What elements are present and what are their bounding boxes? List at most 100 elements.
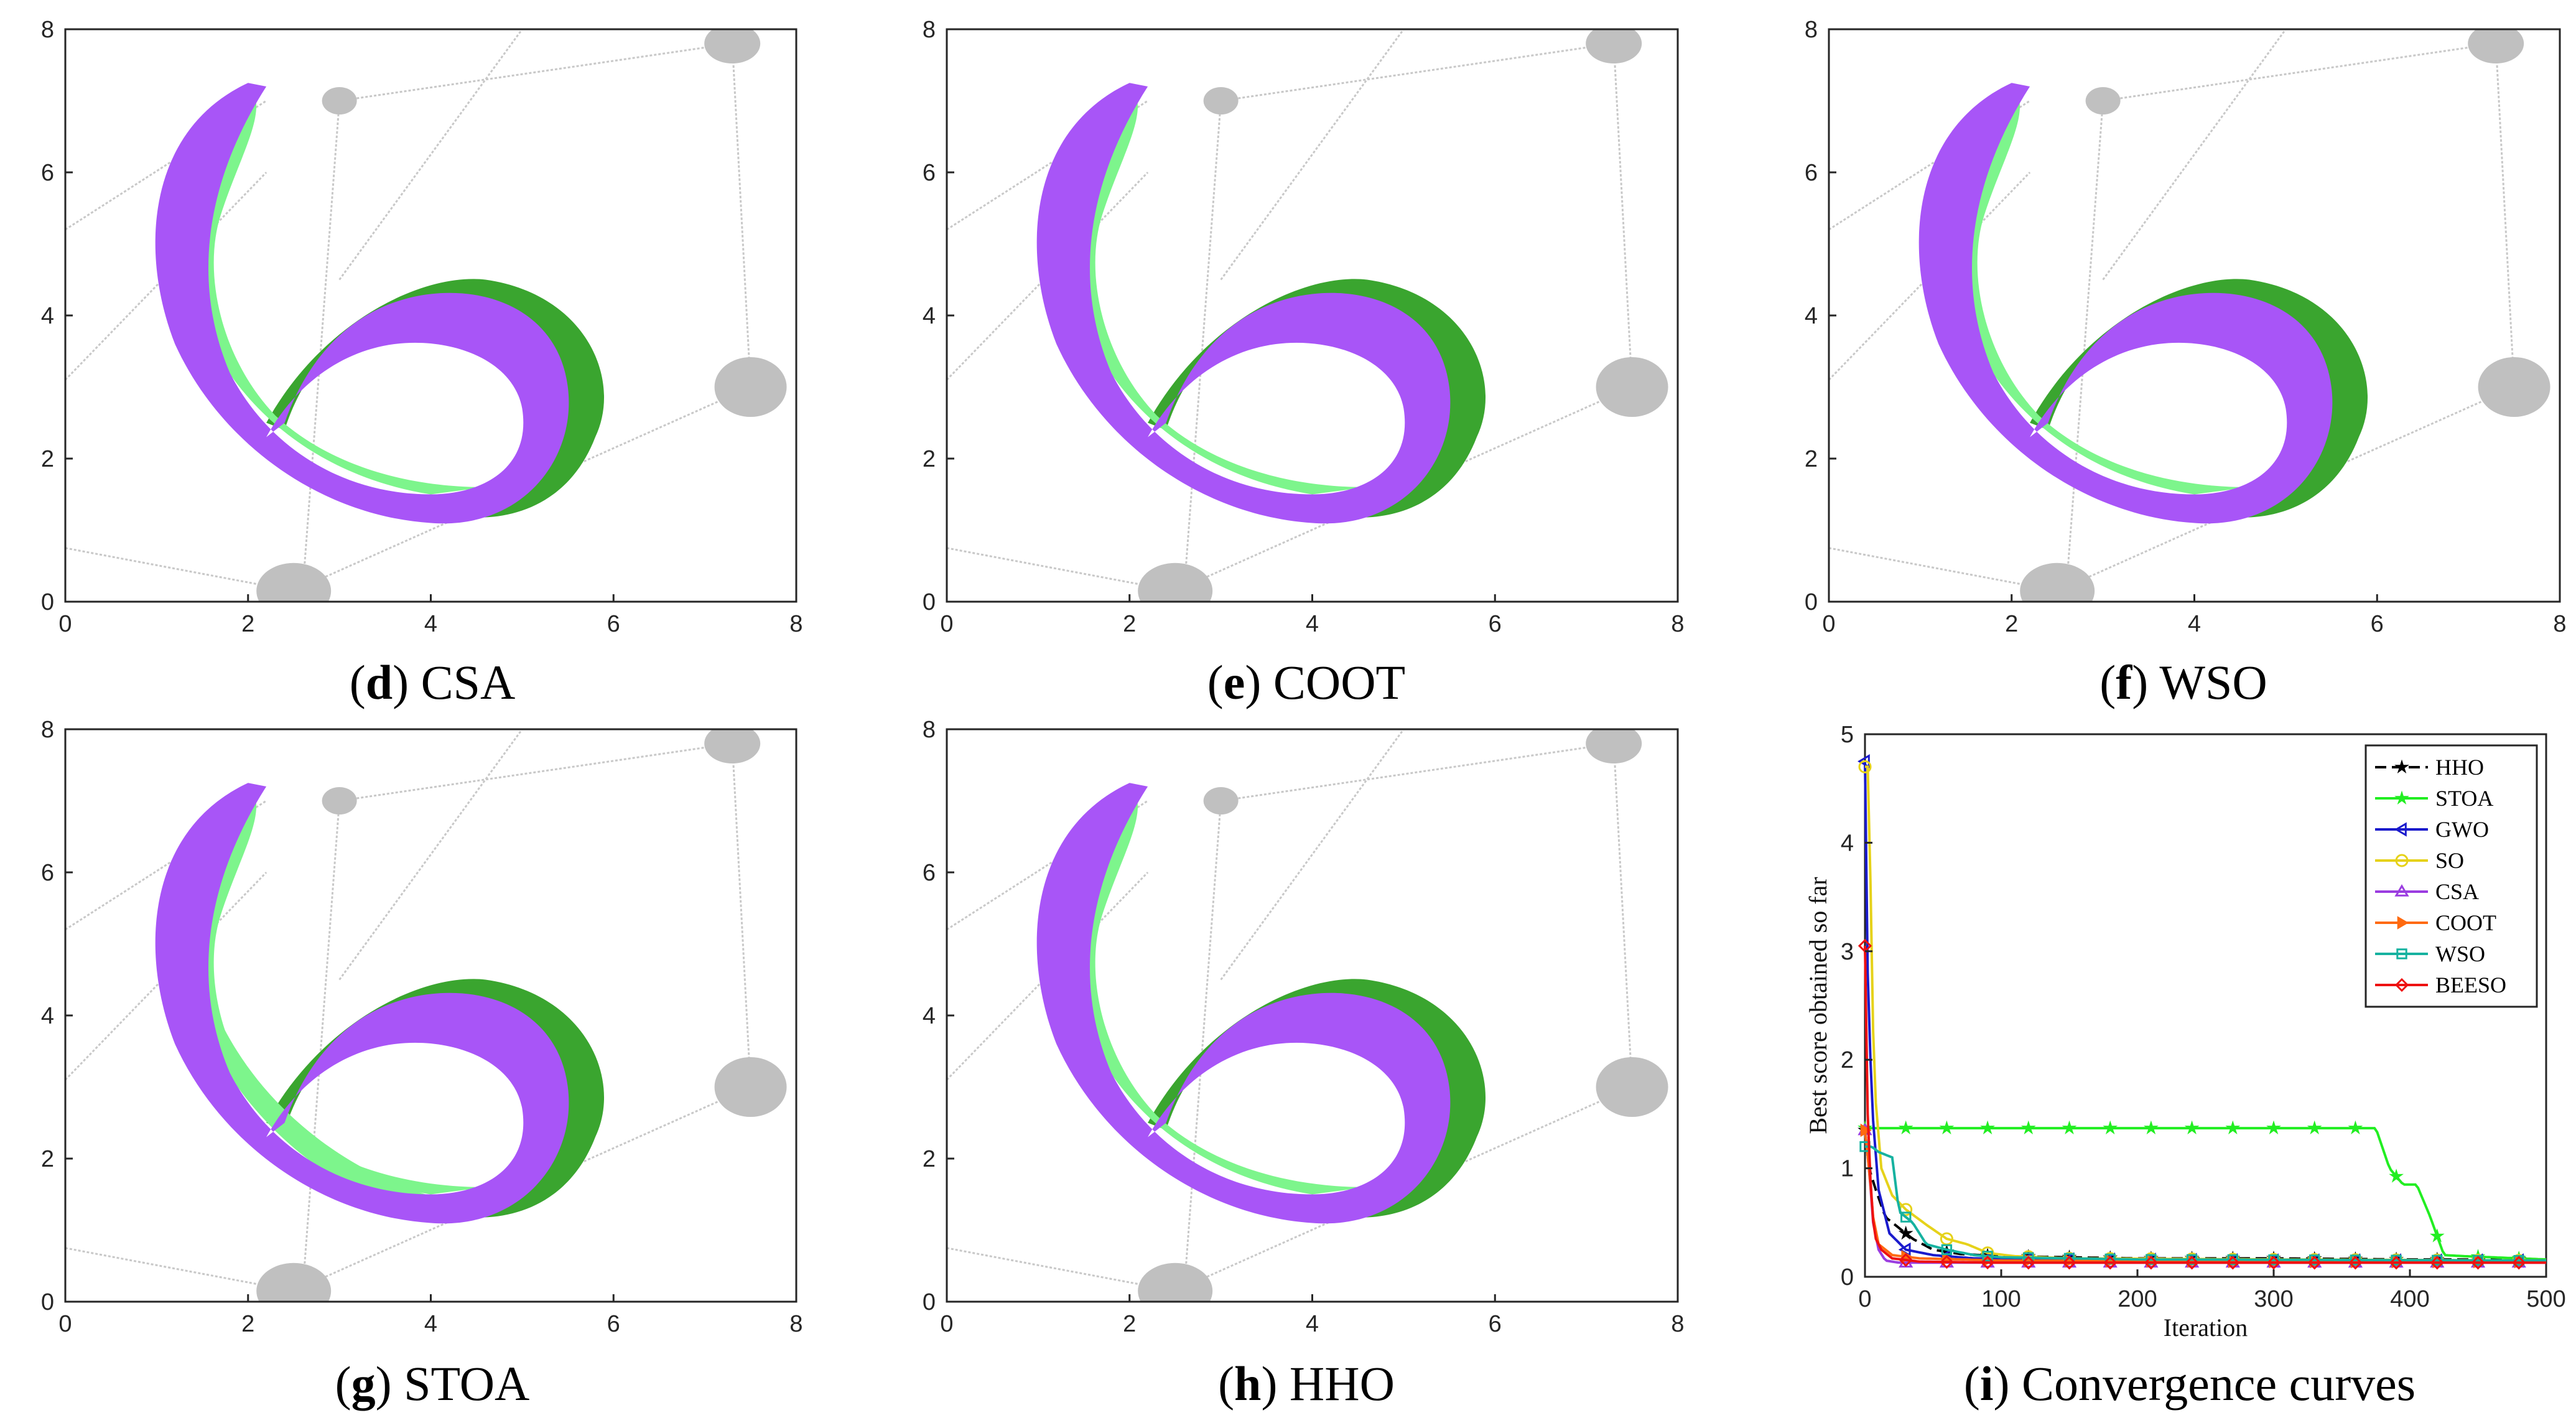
- link-line: [2103, 42, 2496, 102]
- marker-star: [2103, 1120, 2118, 1135]
- y-tick-label: 2: [1841, 1047, 1854, 1073]
- marker-diamond: [1980, 1255, 1995, 1270]
- link-line: [338, 729, 523, 981]
- link-line: [339, 742, 733, 802]
- legend-label: SO: [2435, 848, 2464, 873]
- obstacle: [322, 87, 357, 114]
- legend-entry-GWO: GWO: [2375, 817, 2489, 842]
- link-line: [1220, 729, 1405, 981]
- x-tick-label: 2: [1123, 611, 1136, 637]
- marker-square: [2396, 948, 2407, 959]
- obstacle: [1596, 1057, 1668, 1117]
- plot-area: [947, 29, 1668, 602]
- x-tick-label: 8: [789, 611, 802, 637]
- x-tick-label: 0: [940, 1311, 953, 1337]
- caption-h: (h) HHO: [1218, 1356, 1395, 1411]
- link-line: [339, 42, 733, 102]
- marker-star: [2062, 1120, 2077, 1135]
- marker-diamond: [2512, 1256, 2526, 1270]
- optimized-path: [1036, 783, 1451, 1224]
- x-axis-label: Iteration: [2164, 1314, 2248, 1342]
- marker-square: [1982, 1251, 1993, 1262]
- marker-square: [2309, 1254, 2320, 1266]
- marker-diamond: [2471, 1256, 2485, 1270]
- legend-entry-COOT: COOT: [2375, 910, 2496, 935]
- panel-h: 0 2 4 6 8 0 2 4 6 8: [923, 717, 1685, 1337]
- y-tick-label: 4: [923, 303, 936, 329]
- x-tick-label: 4: [1306, 1311, 1319, 1337]
- marker-diamond: [1940, 1255, 1954, 1269]
- link-line: [65, 100, 267, 231]
- link-line: [947, 100, 1148, 231]
- link-line: [1221, 42, 1614, 102]
- panel-e: 0 2 4 6 8 0 2 4 6 8: [923, 17, 1685, 637]
- y-tick-label: 5: [1841, 722, 1854, 748]
- link-line: [1220, 29, 1405, 281]
- marker-square: [1941, 1244, 1953, 1256]
- obstacle: [704, 29, 761, 63]
- obstacle: [1138, 1262, 1213, 1302]
- y-tick-label: 6: [923, 860, 936, 886]
- marker-diamond: [2307, 1256, 2322, 1270]
- optimized-path: [1918, 83, 2333, 524]
- link-line: [65, 1247, 294, 1292]
- marker-star: [1898, 1225, 1913, 1240]
- link-line: [1221, 742, 1614, 802]
- y-tick-label: 8: [41, 717, 54, 743]
- x-tick-label: 500: [2526, 1286, 2565, 1312]
- link-line: [1612, 43, 1634, 388]
- marker-triangle-right: [1860, 1123, 1872, 1137]
- marker-square: [2391, 1254, 2402, 1266]
- marker-square: [2268, 1254, 2279, 1266]
- link-line: [947, 1247, 1176, 1292]
- obstacle: [1586, 729, 1642, 763]
- link-line: [65, 800, 267, 931]
- link-line: [1183, 800, 1222, 1288]
- legend-label: CSA: [2435, 879, 2479, 904]
- x-tick-label: 4: [424, 611, 437, 637]
- panel-f: 0 2 4 6 8 0 2 4 6 8: [1805, 17, 2567, 637]
- marker-diamond: [2103, 1256, 2118, 1270]
- y-tick-label: 6: [41, 160, 54, 186]
- y-tick-label: 8: [923, 717, 936, 743]
- marker-square: [2186, 1254, 2198, 1266]
- obstacle: [2020, 562, 2095, 602]
- caption-d: (d) CSA: [350, 655, 516, 709]
- marker-triangle-left: [2394, 822, 2407, 837]
- series-BEESO: [1858, 938, 2546, 1270]
- marker-star: [2429, 1228, 2445, 1243]
- marker-diamond: [2021, 1256, 2035, 1270]
- link-line: [2102, 29, 2287, 281]
- obstacle: [2085, 87, 2121, 114]
- marker-diamond: [2144, 1256, 2159, 1270]
- marker-square: [2227, 1254, 2239, 1266]
- x-tick-label: 2: [241, 611, 254, 637]
- y-axis-label: Best score obtained so far: [1804, 877, 1832, 1134]
- x-tick-label: 4: [1306, 611, 1319, 637]
- marker-triangle: [2394, 884, 2409, 897]
- y-tick-label: 0: [1841, 1264, 1854, 1290]
- marker-square: [1900, 1211, 1912, 1223]
- y-tick-label: 8: [923, 17, 936, 43]
- marker-diamond: [2394, 978, 2409, 992]
- marker-star: [2389, 1169, 2404, 1183]
- x-tick-label: 400: [2390, 1286, 2429, 1312]
- x-tick-label: 6: [2371, 611, 2384, 637]
- caption-e: (e) COOT: [1207, 655, 1405, 709]
- obstacle: [714, 357, 787, 417]
- link-line: [2065, 100, 2104, 588]
- x-tick-label: 8: [2553, 611, 2566, 637]
- legend-label: WSO: [2435, 941, 2485, 966]
- marker-triangle-right: [2397, 916, 2409, 930]
- link-line: [947, 547, 1176, 592]
- marker-diamond: [2430, 1256, 2444, 1270]
- x-tick-label: 4: [2188, 611, 2201, 637]
- link-line: [1829, 547, 2058, 592]
- marker-star: [2266, 1120, 2281, 1135]
- obstacle: [714, 1057, 787, 1117]
- y-tick-label: 6: [923, 160, 936, 186]
- x-tick-label: 6: [607, 611, 620, 637]
- link-line: [1183, 100, 1222, 588]
- marker-diamond: [2062, 1256, 2076, 1270]
- panel-i: 0 100 200 300 400 500 0 1 2 3 4 5 Iteration Best scor…: [1804, 722, 2566, 1342]
